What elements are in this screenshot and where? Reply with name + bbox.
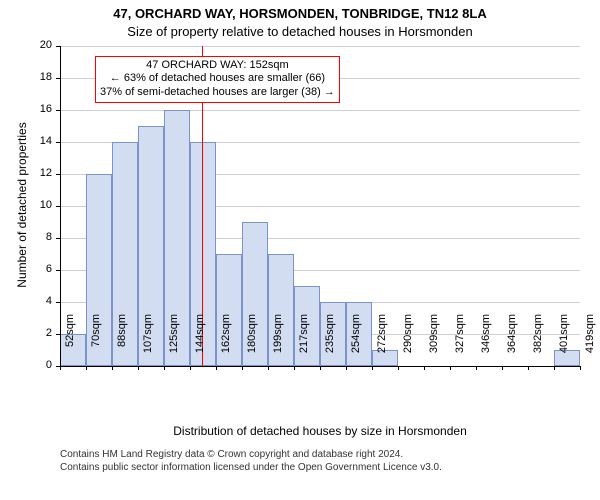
x-tick-label: 419sqm [584,314,596,374]
x-tick-mark [320,366,321,370]
y-tick-mark [56,334,60,335]
x-tick-label: 272sqm [376,314,388,374]
y-tick-mark [56,302,60,303]
title-line-1: 47, ORCHARD WAY, HORSMONDEN, TONBRIDGE, … [0,6,600,21]
x-tick-label: 235sqm [324,314,336,374]
footer-line1: Contains HM Land Registry data © Crown c… [60,448,442,461]
y-tick-mark [56,238,60,239]
x-tick-mark [112,366,113,370]
x-tick-label: 107sqm [142,314,154,374]
y-tick-label: 16 [26,103,52,115]
grid-line [60,46,580,47]
callout-line2: ← 63% of detached houses are smaller (66… [100,72,335,86]
y-axis-label: Number of detached properties [15,45,29,365]
y-tick-mark [56,110,60,111]
y-tick-label: 18 [26,71,52,83]
x-axis-label: Distribution of detached houses by size … [60,424,580,438]
x-tick-mark [190,366,191,370]
x-tick-mark [450,366,451,370]
y-tick-label: 0 [26,359,52,371]
callout-box: 47 ORCHARD WAY: 152sqm ← 63% of detached… [95,56,340,103]
x-tick-mark [86,366,87,370]
x-tick-mark [268,366,269,370]
x-tick-mark [580,366,581,370]
x-tick-mark [242,366,243,370]
grid-line [60,110,580,111]
title-line-2: Size of property relative to detached ho… [0,24,600,39]
y-tick-label: 10 [26,199,52,211]
x-tick-label: 290sqm [402,314,414,374]
chart-container: 47, ORCHARD WAY, HORSMONDEN, TONBRIDGE, … [0,0,600,500]
callout-line1: 47 ORCHARD WAY: 152sqm [100,59,335,73]
x-tick-mark [372,366,373,370]
x-tick-mark [60,366,61,370]
x-tick-mark [216,366,217,370]
x-tick-label: 70sqm [90,314,102,374]
x-tick-label: 88sqm [116,314,128,374]
x-tick-label: 125sqm [168,314,180,374]
x-tick-label: 52sqm [64,314,76,374]
x-tick-label: 346sqm [480,314,492,374]
y-tick-mark [56,270,60,271]
x-tick-label: 217sqm [298,314,310,374]
x-tick-mark [346,366,347,370]
x-tick-label: 254sqm [350,314,362,374]
y-tick-label: 4 [26,295,52,307]
x-tick-mark [164,366,165,370]
y-tick-label: 20 [26,39,52,51]
x-tick-label: 327sqm [454,314,466,374]
x-tick-label: 364sqm [506,314,518,374]
x-tick-mark [528,366,529,370]
x-tick-mark [294,366,295,370]
y-tick-mark [56,46,60,47]
x-tick-label: 401sqm [558,314,570,374]
y-tick-mark [56,174,60,175]
x-tick-label: 162sqm [220,314,232,374]
y-tick-label: 6 [26,263,52,275]
x-tick-mark [138,366,139,370]
y-axis [60,46,61,366]
x-tick-mark [424,366,425,370]
x-tick-label: 180sqm [246,314,258,374]
y-tick-label: 14 [26,135,52,147]
x-tick-label: 144sqm [194,314,206,374]
callout-line3: 37% of semi-detached houses are larger (… [100,86,335,100]
y-tick-label: 12 [26,167,52,179]
y-tick-label: 8 [26,231,52,243]
footer-text: Contains HM Land Registry data © Crown c… [60,448,442,474]
y-tick-label: 2 [26,327,52,339]
x-tick-mark [476,366,477,370]
footer-line2: Contains public sector information licen… [60,461,442,474]
y-tick-mark [56,206,60,207]
x-tick-label: 199sqm [272,314,284,374]
y-tick-mark [56,142,60,143]
x-tick-label: 382sqm [532,314,544,374]
x-tick-mark [398,366,399,370]
x-tick-mark [554,366,555,370]
y-tick-mark [56,78,60,79]
x-tick-mark [502,366,503,370]
x-tick-label: 309sqm [428,314,440,374]
